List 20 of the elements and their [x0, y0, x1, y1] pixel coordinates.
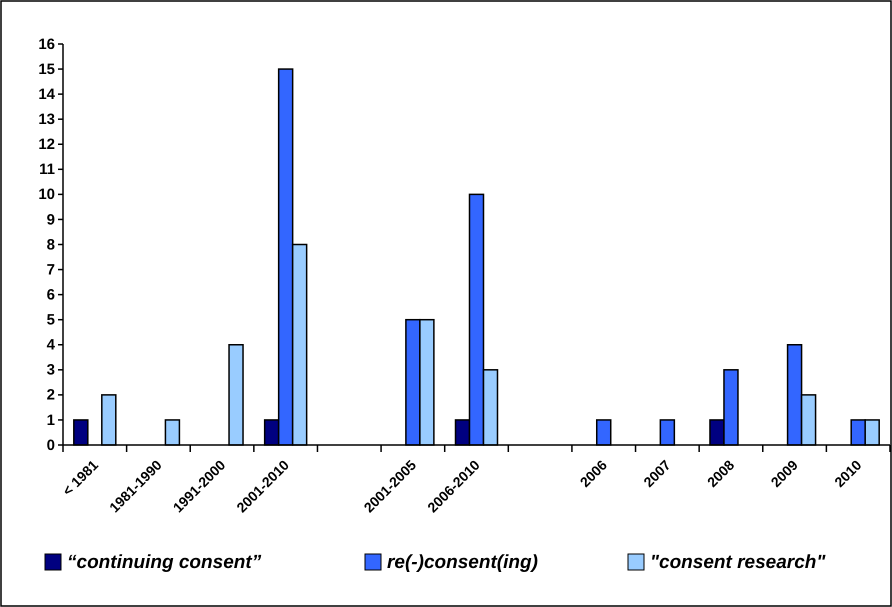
y-tick-label: 6: [46, 286, 55, 304]
y-tick-label: 12: [38, 136, 55, 154]
legend-label: re(-)consent(ing): [387, 552, 538, 573]
y-tick-label: 0: [46, 436, 55, 454]
y-tick-label: 8: [46, 236, 55, 254]
y-tick-label: 1: [46, 412, 55, 429]
y-tick-label: 15: [38, 60, 55, 78]
legend-label: “continuing consent”: [67, 552, 262, 573]
y-tick-label: 11: [39, 161, 55, 178]
y-tick-label: 4: [46, 336, 56, 354]
y-tick-label: 14: [38, 86, 56, 103]
y-tick-label: 7: [46, 261, 55, 278]
y-tick-label: 13: [38, 110, 55, 128]
y-tick-label: 16: [38, 36, 55, 53]
y-tick-label: 5: [46, 311, 55, 328]
y-tick-label: 10: [38, 186, 55, 204]
y-tick-label: 2: [46, 386, 55, 404]
y-tick-label: 9: [46, 211, 55, 228]
legend-label: "consent research": [650, 552, 826, 573]
y-tick-label: 3: [46, 362, 55, 379]
